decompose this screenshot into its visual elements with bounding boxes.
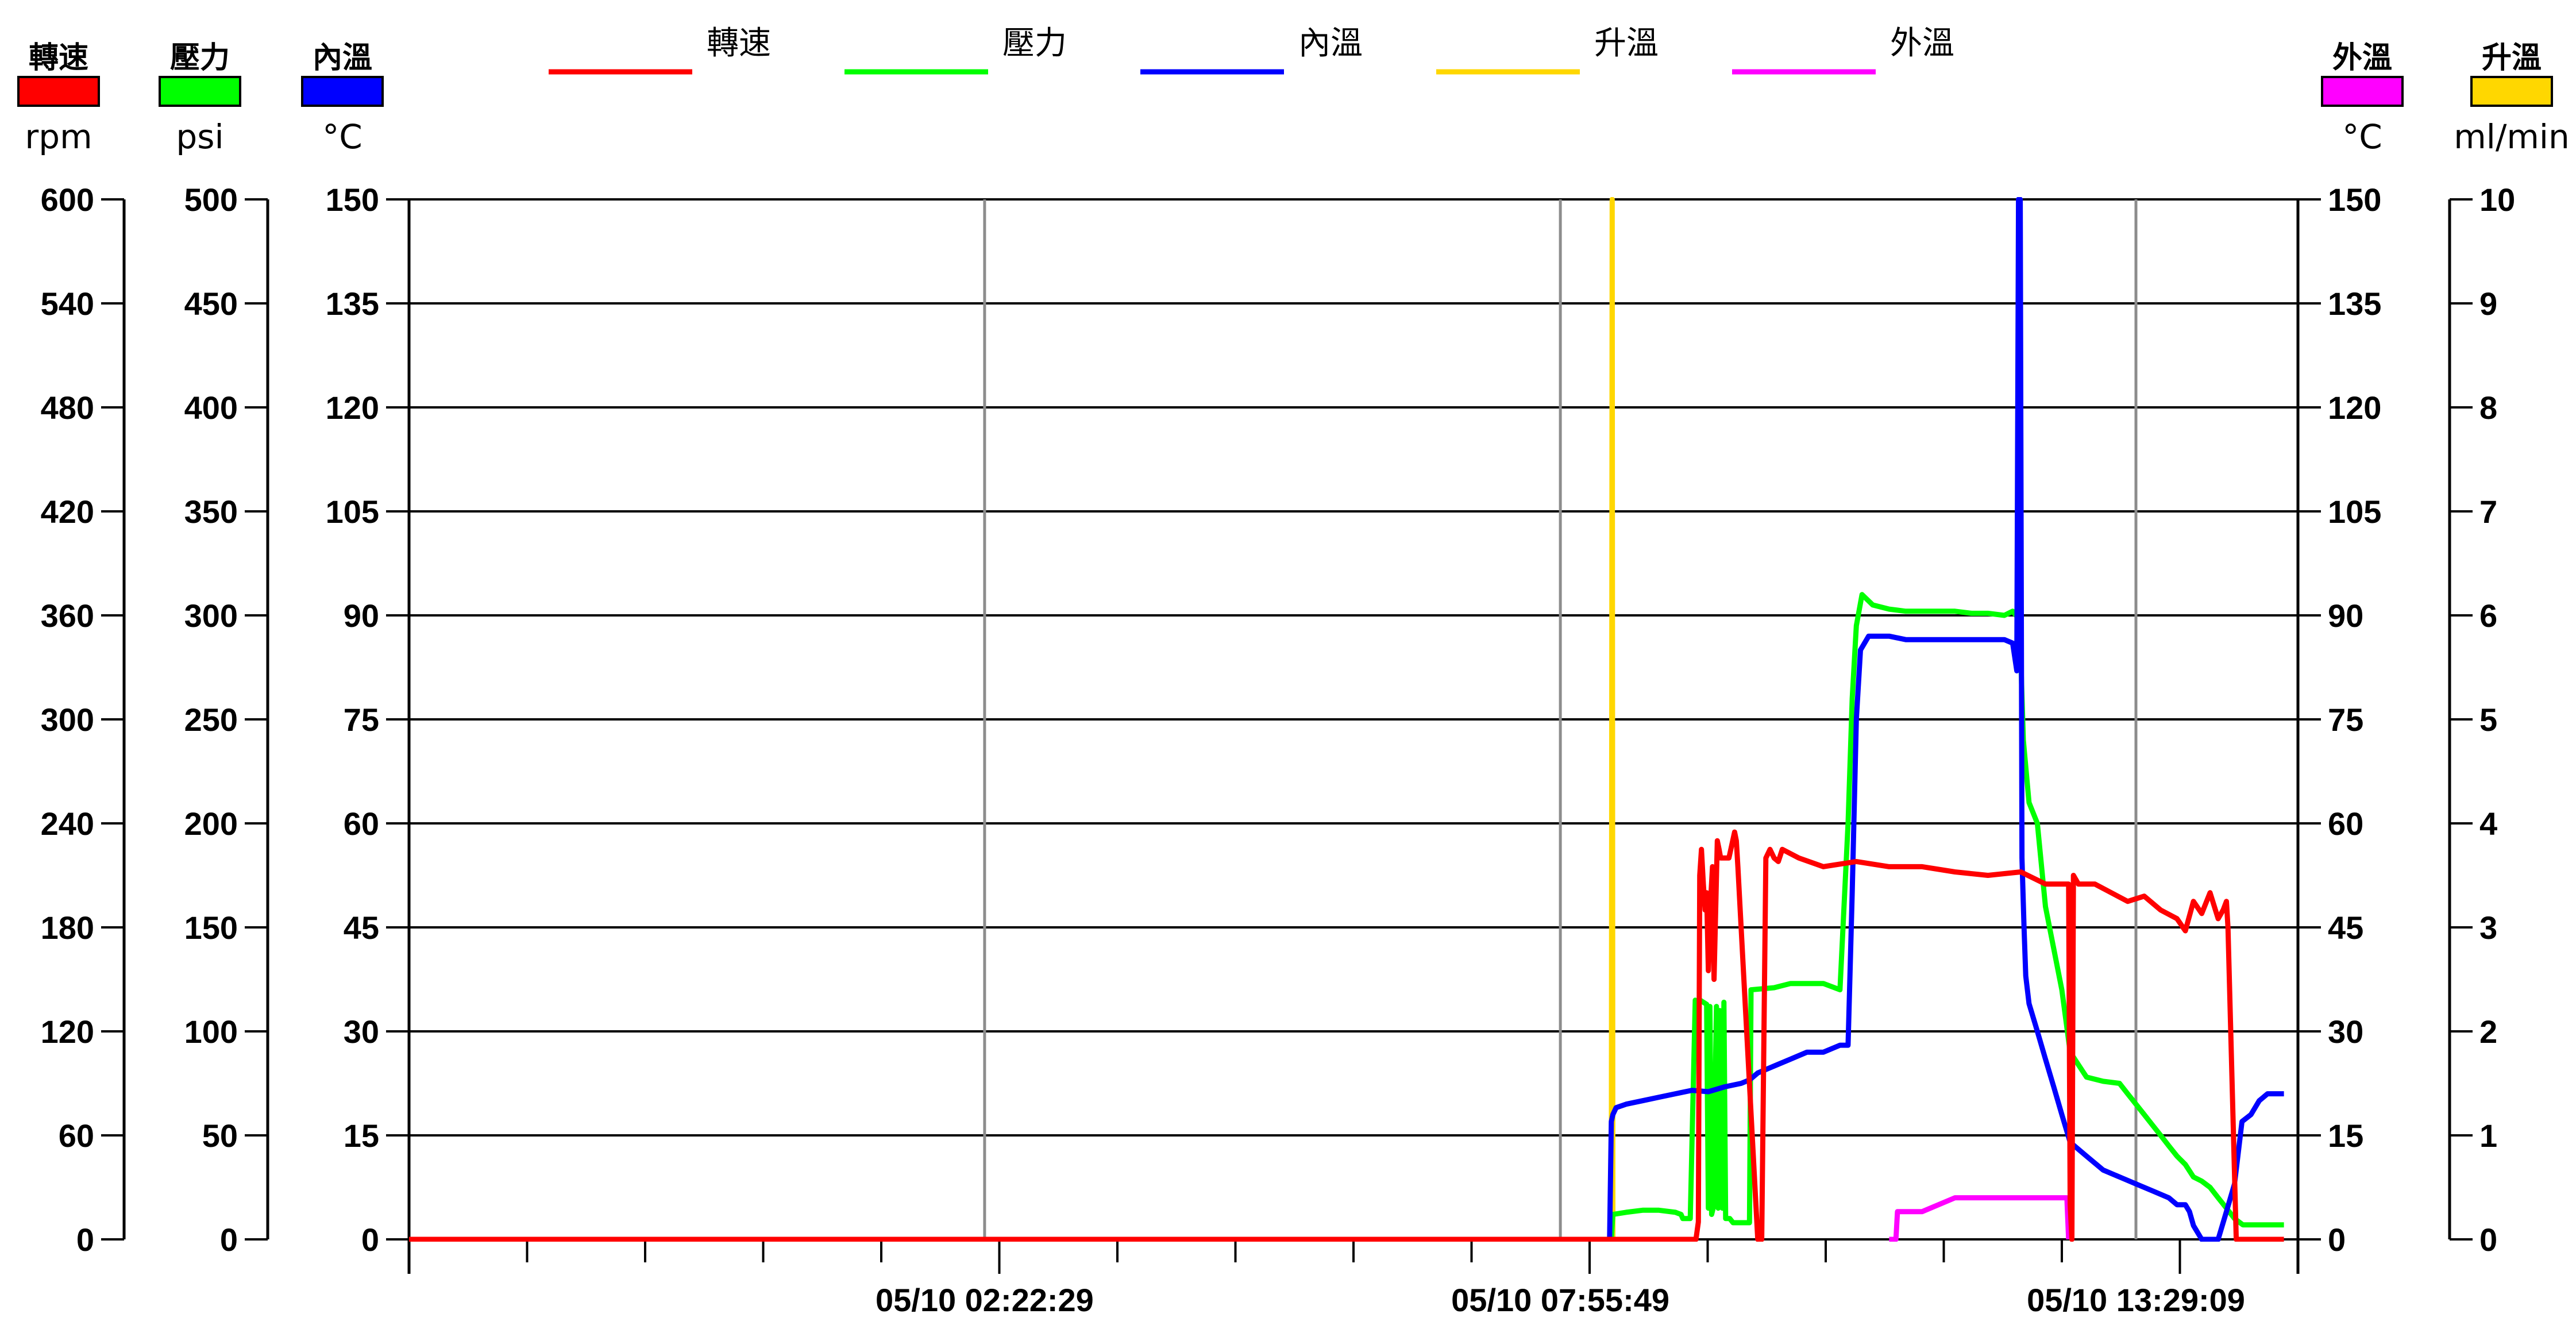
axis-unit-rate: ml/min [2454, 117, 2570, 156]
y-tick-label-rate: 5 [2479, 702, 2497, 738]
y-tick-label-outer: 0 [2328, 1222, 2346, 1258]
y-tick-label-rate: 0 [2479, 1222, 2497, 1258]
y-tick-label-inner: 0 [361, 1222, 379, 1258]
y-tick-label-rate: 8 [2479, 390, 2497, 426]
legend-label: 轉速 [707, 25, 771, 62]
y-tick-label-outer: 135 [2328, 286, 2381, 322]
y-tick-label-outer: 90 [2328, 598, 2363, 634]
y-tick-label-rpm: 60 [59, 1118, 94, 1154]
y-tick-label-rate: 4 [2479, 806, 2497, 842]
series-line [1609, 197, 1615, 1240]
axis-swatch-rate [2470, 76, 2553, 107]
axis-unit-outer: °C [2342, 117, 2382, 156]
y-tick-label-rpm: 540 [41, 286, 94, 322]
axis-swatch-outer [2321, 76, 2404, 107]
axis-unit-rpm: rpm [25, 117, 92, 156]
axis-title-outer: 外溫 [2332, 41, 2392, 75]
x-tick-label: 05/10 07:55:49 [1451, 1282, 1669, 1318]
y-tick-label-inner: 135 [326, 286, 379, 322]
y-tick-label-rpm: 120 [41, 1014, 94, 1050]
y-tick-label-inner: 90 [344, 598, 379, 634]
y-tick-label-psi: 50 [202, 1118, 238, 1154]
axis-title-psi: 壓力 [169, 41, 230, 75]
y-tick-label-inner: 105 [326, 494, 379, 530]
y-tick-label-rate: 3 [2479, 910, 2497, 946]
y-tick-label-rpm: 600 [41, 182, 94, 218]
axis-title-rate: 升溫 [2481, 41, 2542, 75]
axis-title-rpm: 轉速 [28, 41, 88, 75]
y-tick-label-rate: 2 [2479, 1014, 2497, 1050]
y-tick-label-rpm: 240 [41, 806, 94, 842]
y-tick-label-outer: 15 [2328, 1118, 2363, 1154]
y-tick-label-psi: 100 [184, 1014, 238, 1050]
y-tick-label-rpm: 0 [76, 1222, 94, 1258]
legend-label: 升溫 [1594, 25, 1659, 62]
y-tick-label-rate: 6 [2479, 598, 2497, 634]
legend-label: 外溫 [1890, 25, 1954, 62]
y-tick-label-rpm: 300 [41, 702, 94, 738]
y-tick-label-psi: 450 [184, 286, 238, 322]
y-tick-label-psi: 400 [184, 390, 238, 426]
axis-swatch-rpm [17, 76, 100, 107]
series-line [1607, 197, 2284, 1242]
axis-unit-psi: psi [176, 117, 224, 156]
y-tick-label-outer: 105 [2328, 494, 2381, 530]
y-tick-label-inner: 75 [344, 702, 379, 738]
y-tick-label-outer: 30 [2328, 1014, 2363, 1050]
series-line [409, 592, 2284, 1242]
y-tick-label-rpm: 480 [41, 390, 94, 426]
axis-swatch-inner [301, 76, 384, 107]
series-line [1889, 1195, 2072, 1242]
y-tick-label-rate: 1 [2479, 1118, 2497, 1154]
legend-label: 壓力 [1002, 25, 1067, 62]
y-tick-label-rpm: 420 [41, 494, 94, 530]
y-tick-label-psi: 200 [184, 806, 238, 842]
y-tick-label-outer: 45 [2328, 910, 2363, 946]
axis-unit-inner: °C [322, 117, 363, 156]
y-tick-label-outer: 75 [2328, 702, 2363, 738]
y-tick-label-inner: 45 [344, 910, 379, 946]
y-tick-label-psi: 300 [184, 598, 238, 634]
y-tick-label-rate: 7 [2479, 494, 2497, 530]
y-tick-label-inner: 120 [326, 390, 379, 426]
y-tick-label-inner: 30 [344, 1014, 379, 1050]
series-line [409, 829, 2284, 1242]
y-tick-label-outer: 60 [2328, 806, 2363, 842]
y-tick-label-psi: 250 [184, 702, 238, 738]
y-tick-label-inner: 150 [326, 182, 379, 218]
y-tick-label-psi: 350 [184, 494, 238, 530]
y-tick-label-psi: 0 [220, 1222, 238, 1258]
y-tick-label-rate: 10 [2479, 182, 2515, 218]
axis-title-inner: 內溫 [312, 41, 372, 75]
axis-swatch-psi [159, 76, 241, 107]
y-tick-label-rate: 9 [2479, 286, 2497, 322]
y-tick-label-outer: 120 [2328, 390, 2381, 426]
x-tick-label: 05/10 02:22:29 [876, 1282, 1094, 1318]
x-tick-label: 05/10 13:29:09 [2027, 1282, 2245, 1318]
y-tick-label-inner: 15 [344, 1118, 379, 1154]
y-tick-label-rpm: 180 [41, 910, 94, 946]
y-tick-label-outer: 150 [2328, 182, 2381, 218]
y-tick-label-rpm: 360 [41, 598, 94, 634]
y-tick-label-psi: 500 [184, 182, 238, 218]
y-tick-label-psi: 150 [184, 910, 238, 946]
legend-label: 內溫 [1298, 25, 1363, 62]
y-tick-label-inner: 60 [344, 806, 379, 842]
